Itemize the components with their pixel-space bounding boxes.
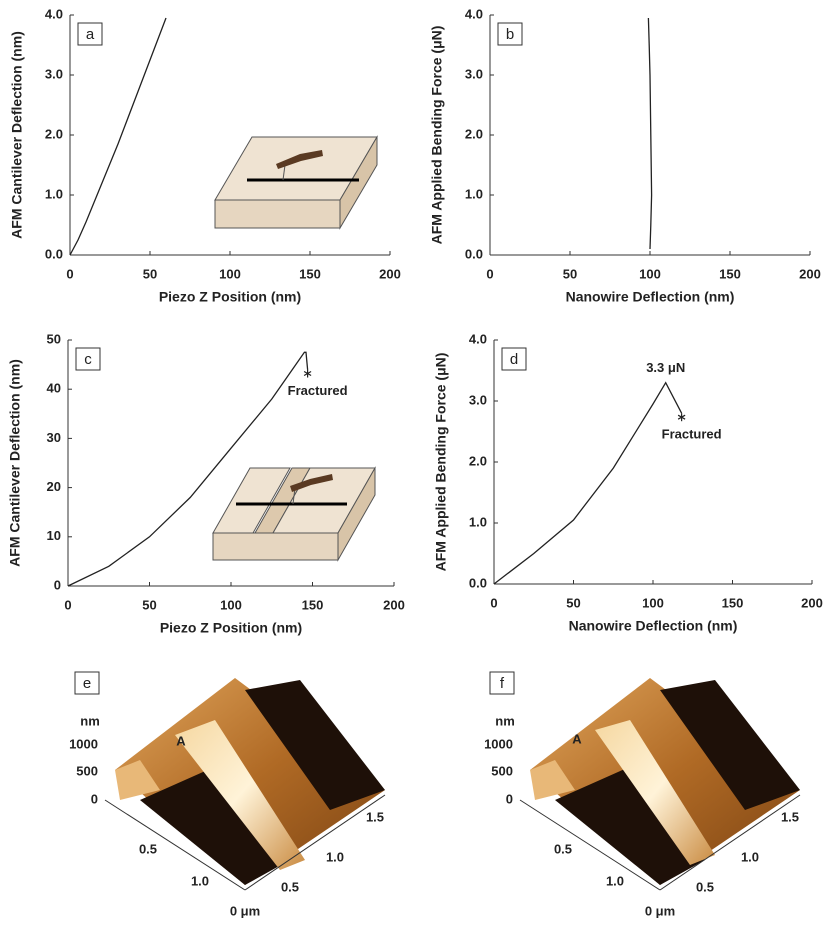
- panel-label: c: [84, 351, 92, 368]
- axis-tick: 0.5: [281, 879, 299, 894]
- y-tick-label: 2.0: [469, 453, 487, 468]
- y-tick-label: 3.0: [465, 66, 483, 81]
- inset-c: [212, 466, 376, 562]
- panel-label: e: [83, 675, 91, 692]
- x-tick-label: 100: [642, 595, 664, 610]
- y-tick-label: 2.0: [465, 126, 483, 141]
- y-axis-label: AFM Applied Bending Force (μN): [429, 26, 445, 245]
- y-tick-label: 1.0: [465, 186, 483, 201]
- panel-label: a: [86, 26, 95, 43]
- z-tick: 1000: [484, 736, 513, 751]
- x-tick-label: 0: [490, 595, 497, 610]
- y-tick-label: 3.0: [469, 392, 487, 407]
- axis-tick: 1.5: [366, 809, 384, 824]
- data-line: [69, 17, 167, 256]
- marker: A: [176, 733, 186, 748]
- axis-origin: 0 μm: [645, 903, 675, 918]
- x-axis-label: Nanowire Deflection (nm): [566, 289, 735, 305]
- z-tick: 500: [76, 763, 98, 778]
- z-tick: 500: [491, 763, 513, 778]
- y-axis-label: AFM Applied Bending Force (μN): [433, 353, 449, 572]
- axis-tick: 0.5: [696, 879, 714, 894]
- y-tick-label: 4.0: [465, 6, 483, 21]
- y-tick-label: 0: [54, 577, 61, 592]
- axis-tick: 1.5: [781, 809, 799, 824]
- y-axis-label: AFM Cantilever Deflection (nm): [9, 31, 25, 239]
- x-tick-label: 200: [379, 266, 401, 281]
- panel-label-box: [77, 22, 103, 46]
- axis-tick: 0.5: [554, 841, 572, 856]
- afm-image: e nm 1000 500 0 A 0.5 1.0 1.5 1.0 0.5 0 …: [69, 671, 386, 918]
- z-unit: nm: [80, 713, 100, 728]
- x-tick-label: 100: [639, 266, 661, 281]
- y-tick-label: 2.0: [45, 126, 63, 141]
- x-tick-label: 150: [302, 597, 324, 612]
- x-tick-label: 200: [799, 266, 821, 281]
- x-tick-label: 200: [383, 597, 405, 612]
- x-tick-label: 150: [719, 266, 741, 281]
- annotation: 3.3 μN: [646, 360, 685, 375]
- z-tick: 0: [506, 791, 513, 806]
- axis-origin: 0 μm: [230, 903, 260, 918]
- y-tick-label: 3.0: [45, 66, 63, 81]
- x-tick-label: 0: [66, 266, 73, 281]
- afm-image: f nm 1000 500 0 A 0.5 1.0 1.5 1.0 0.5 0 …: [484, 671, 801, 918]
- x-tick-label: 100: [219, 266, 241, 281]
- x-tick-label: 50: [143, 266, 157, 281]
- annotation: Fractured: [662, 427, 722, 442]
- x-tick-label: 150: [722, 595, 744, 610]
- inset-a: [214, 135, 378, 230]
- z-tick: 0: [91, 791, 98, 806]
- axis-tick: 1.0: [741, 849, 759, 864]
- y-axis-label: AFM Cantilever Deflection (nm): [7, 359, 23, 567]
- x-tick-label: 0: [64, 597, 71, 612]
- panel-label: b: [506, 26, 514, 43]
- z-unit: nm: [495, 713, 515, 728]
- x-tick-label: 50: [563, 266, 577, 281]
- y-tick-label: 10: [47, 528, 61, 543]
- x-tick-label: 50: [566, 595, 580, 610]
- y-tick-label: 40: [47, 381, 61, 396]
- x-tick-label: 200: [801, 595, 823, 610]
- x-tick-label: 150: [299, 266, 321, 281]
- panel-label-box: [501, 347, 527, 371]
- y-tick-label: 50: [47, 331, 61, 346]
- x-axis-label: Piezo Z Position (nm): [160, 620, 302, 636]
- fracture-marker: [677, 414, 686, 420]
- y-tick-label: 0.0: [469, 575, 487, 590]
- y-tick-label: 1.0: [469, 514, 487, 529]
- y-tick-label: 30: [47, 430, 61, 445]
- z-tick: 1000: [69, 736, 98, 751]
- axis-tick: 0.5: [139, 841, 157, 856]
- x-tick-label: 0: [486, 266, 493, 281]
- x-tick-label: 50: [142, 597, 156, 612]
- annotation: Fractured: [288, 383, 348, 398]
- x-axis-label: Nanowire Deflection (nm): [569, 618, 738, 634]
- axis-tick: 1.0: [606, 873, 624, 888]
- panel-label: f: [500, 675, 505, 692]
- fracture-marker: [303, 370, 312, 377]
- x-axis-label: Piezo Z Position (nm): [159, 289, 301, 305]
- data-line: [493, 381, 683, 585]
- panel-label: d: [510, 351, 518, 368]
- y-tick-label: 4.0: [469, 331, 487, 346]
- panel-label-box: [75, 347, 101, 371]
- y-tick-label: 1.0: [45, 186, 63, 201]
- data-line: [67, 351, 309, 587]
- x-tick-label: 100: [220, 597, 242, 612]
- y-tick-label: 0.0: [45, 246, 63, 261]
- data-line: [647, 17, 653, 250]
- axis-tick: 1.0: [191, 873, 209, 888]
- y-tick-label: 0.0: [465, 246, 483, 261]
- axis-tick: 1.0: [326, 849, 344, 864]
- marker: A: [572, 731, 582, 746]
- y-tick-label: 20: [47, 479, 61, 494]
- y-tick-label: 4.0: [45, 6, 63, 21]
- panel-label-box: [497, 22, 523, 46]
